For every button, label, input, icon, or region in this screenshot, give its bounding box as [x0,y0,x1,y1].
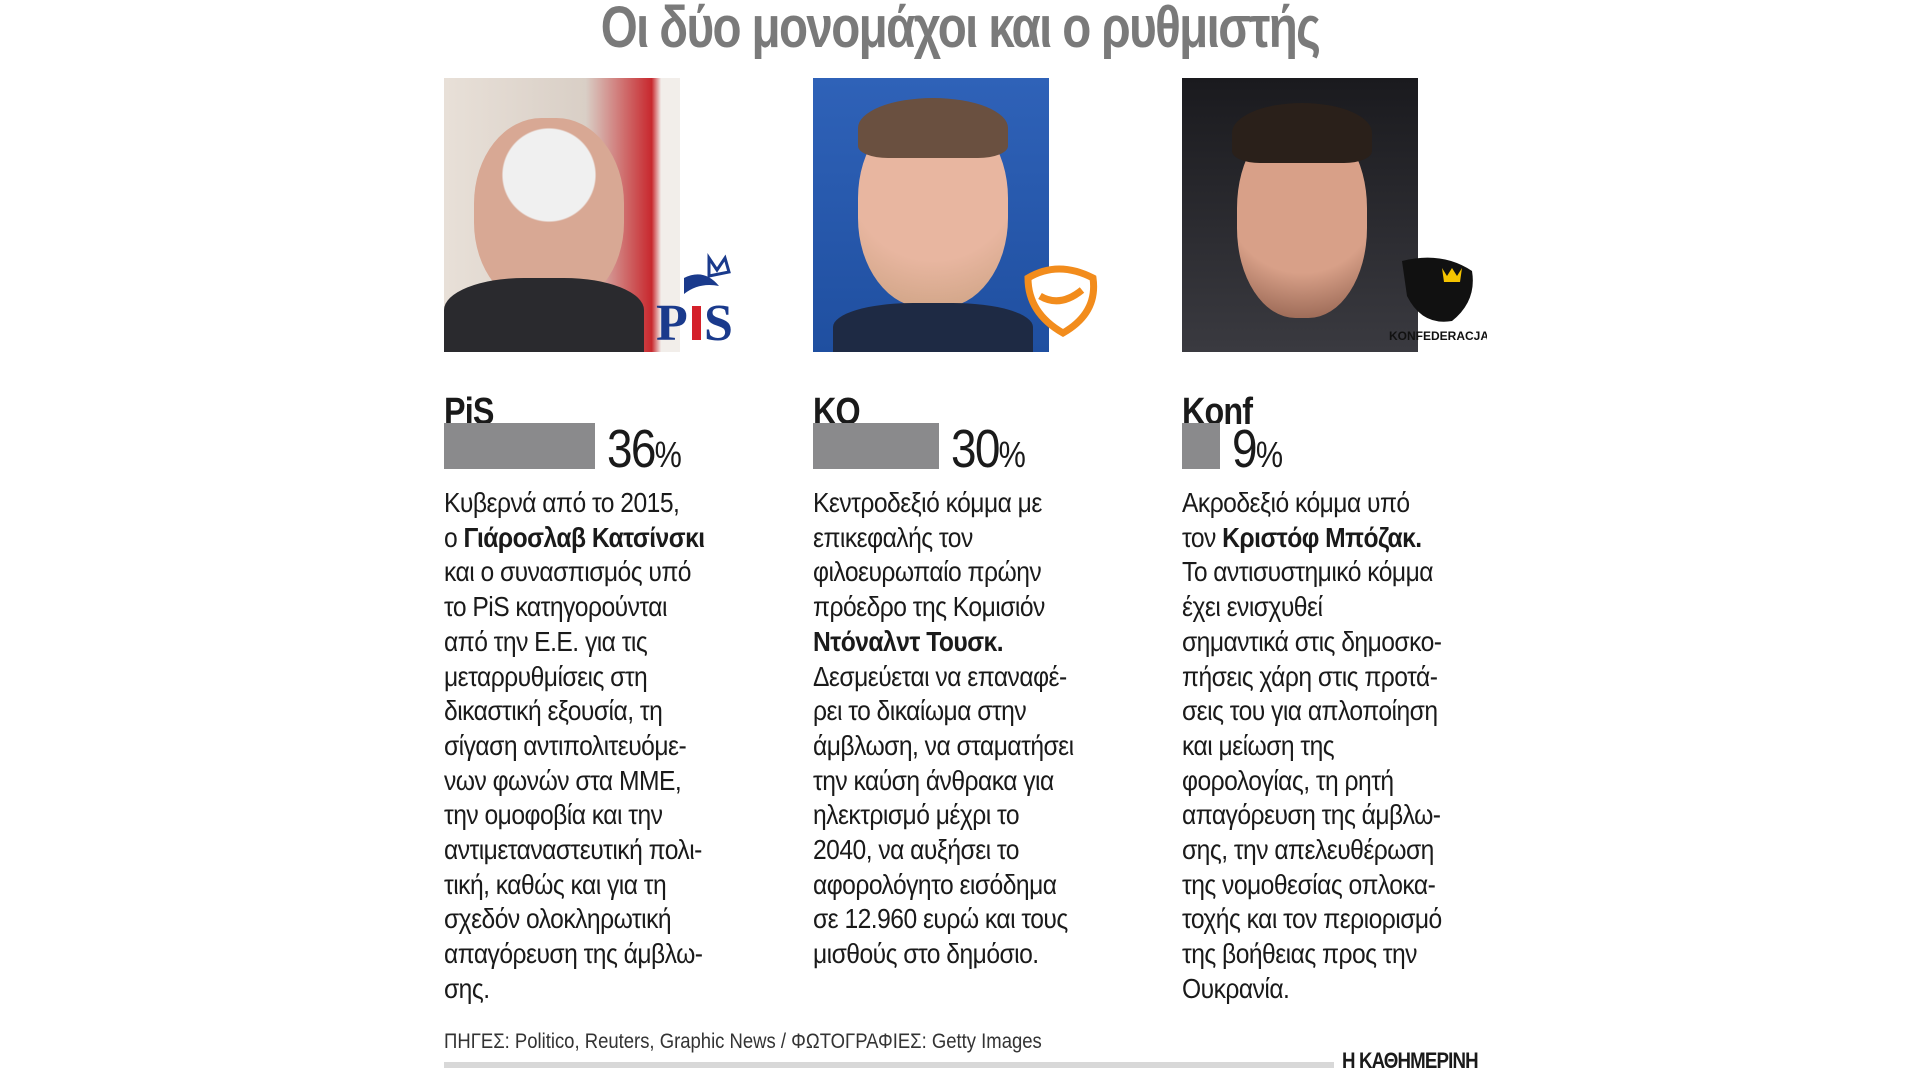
photo-pis-leader [444,78,680,352]
ko-logo [1024,265,1098,338]
page-title: Οι δύο μονομάχοι και ο ρυθμιστής [600,0,1321,60]
poll-percent: 36% [607,419,682,479]
photo-konf-leader [1182,78,1418,352]
publisher-brand: Η ΚΑΘΗΜΕΡΙΝΗ [1342,1048,1479,1073]
poll-bar [813,423,939,469]
party-description: Ακροδεξιό κόμμα υπό τον Κριστόφ Μπόζακ. Το… [1182,487,1442,1004]
pis-logo: P S [656,253,733,348]
party-description: Κεντροδεξιό κόμμα με επικεφαλής τον φιλοευ… [813,487,1074,970]
photo-ko-leader [813,78,1049,352]
poll-bar [444,423,596,469]
konfederacja-logo: KONFEDERACJA [1389,257,1487,343]
party-column-pis: P S PiS 36% Κυβερνά από το 2015, ο Γιάροσλα… [444,78,774,1004]
sources-credit: ΠΗΓΕΣ: Politico, Reuters, Graphic News /… [444,1030,1042,1053]
svg-text:P: P [656,295,688,348]
poll-percent: 30% [951,419,1026,479]
svg-text:S: S [704,295,733,348]
party-column-konf: KONFEDERACJA Konf 9% Ακροδεξιό κόμμα υπό το… [1182,78,1512,1004]
footer-divider [444,1062,1334,1068]
poll-percent: 9% [1231,419,1283,479]
svg-text:KONFEDERACJA: KONFEDERACJA [1389,329,1487,343]
party-column-ko: KO 30% Κεντροδεξιό κόμμα με επικεφαλής τον φ… [813,78,1143,969]
party-description: Κυβερνά από το 2015, ο Γιάροσλαβ Κατσίνσκ… [444,487,705,1004]
poll-bar [1182,423,1220,469]
